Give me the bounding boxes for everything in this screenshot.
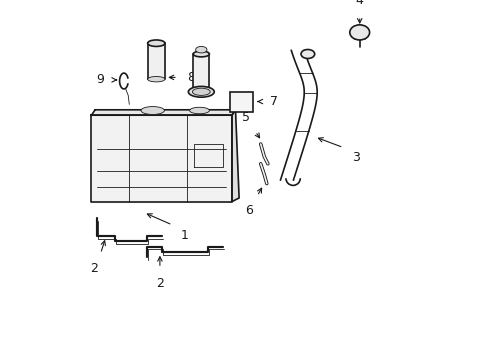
Text: 1: 1 — [181, 229, 188, 242]
Ellipse shape — [147, 77, 164, 82]
Polygon shape — [147, 43, 164, 79]
Text: 2: 2 — [90, 262, 98, 275]
Text: 6: 6 — [244, 204, 252, 217]
Ellipse shape — [349, 25, 369, 40]
Text: 3: 3 — [351, 151, 359, 164]
FancyBboxPatch shape — [230, 92, 253, 112]
Text: 5: 5 — [242, 111, 250, 124]
Ellipse shape — [189, 107, 209, 114]
Ellipse shape — [195, 46, 206, 53]
Text: 9: 9 — [96, 73, 104, 86]
Text: 8: 8 — [186, 71, 195, 84]
Ellipse shape — [141, 107, 164, 114]
Ellipse shape — [188, 86, 214, 97]
Ellipse shape — [147, 40, 164, 46]
Polygon shape — [91, 110, 235, 115]
Polygon shape — [231, 110, 239, 202]
Polygon shape — [193, 54, 209, 90]
Ellipse shape — [301, 49, 314, 58]
Text: 2: 2 — [156, 277, 163, 290]
Polygon shape — [91, 115, 231, 202]
Text: 4: 4 — [355, 0, 363, 7]
Ellipse shape — [193, 51, 209, 57]
Text: 7: 7 — [269, 95, 277, 108]
Ellipse shape — [192, 88, 210, 95]
